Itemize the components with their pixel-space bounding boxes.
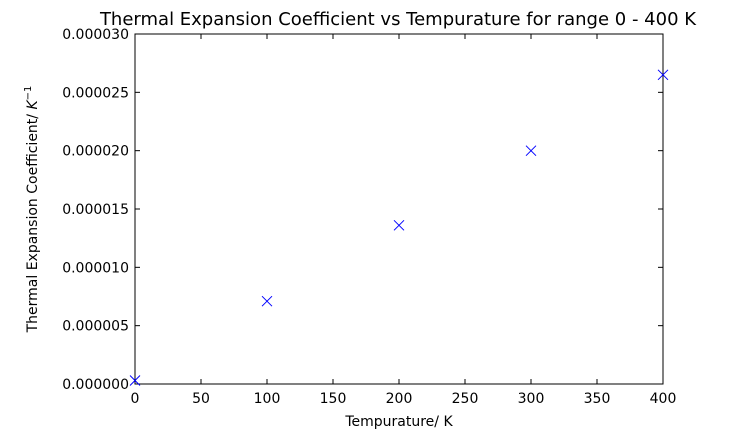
data-markers (129, 69, 669, 386)
x-tick-label: 250 (452, 391, 479, 407)
x-tick-label: 150 (320, 391, 347, 407)
y-tick-label: 0.000000 (62, 377, 129, 393)
x-axis-ticks: 0 50 100 150 200 250 300 350 400 (131, 34, 677, 407)
data-point-marker (393, 219, 405, 231)
data-point-marker (657, 69, 669, 81)
plot-frame (134, 33, 664, 385)
y-axis-ticks: 0.000000 0.000005 0.000010 0.000015 0.000020… (62, 27, 663, 393)
y-tick-label: 0.000020 (62, 144, 129, 160)
y-axis-title-text: Thermal Expansion Coefficient/ (25, 110, 41, 334)
data-point-marker (129, 375, 141, 386)
x-axis-title: Tempurature/ K (344, 414, 453, 430)
y-tick-label: 0.000025 (62, 85, 129, 101)
data-point-marker (525, 145, 537, 157)
y-tick-label: 0.000015 (62, 202, 129, 218)
y-tick-label: 0.000010 (62, 260, 129, 276)
y-axis-title: Thermal Expansion Coefficient/ K−1 (23, 86, 41, 334)
x-tick-label: 100 (254, 391, 281, 407)
x-tick-label: 400 (650, 391, 677, 407)
x-tick-label: 200 (386, 391, 413, 407)
y-tick-label: 0.000005 (62, 319, 129, 335)
y-axis-title-unit: K (25, 99, 41, 110)
data-point-marker (261, 295, 273, 307)
x-tick-label: 50 (192, 391, 210, 407)
x-tick-label: 0 (131, 391, 140, 407)
y-tick-label: 0.000030 (62, 27, 129, 43)
x-tick-label: 300 (518, 391, 545, 407)
x-tick-label: 350 (584, 391, 611, 407)
y-axis-title-exponent: −1 (23, 86, 34, 101)
chart-title: Thermal Expansion Coefficient vs Tempura… (99, 9, 697, 30)
